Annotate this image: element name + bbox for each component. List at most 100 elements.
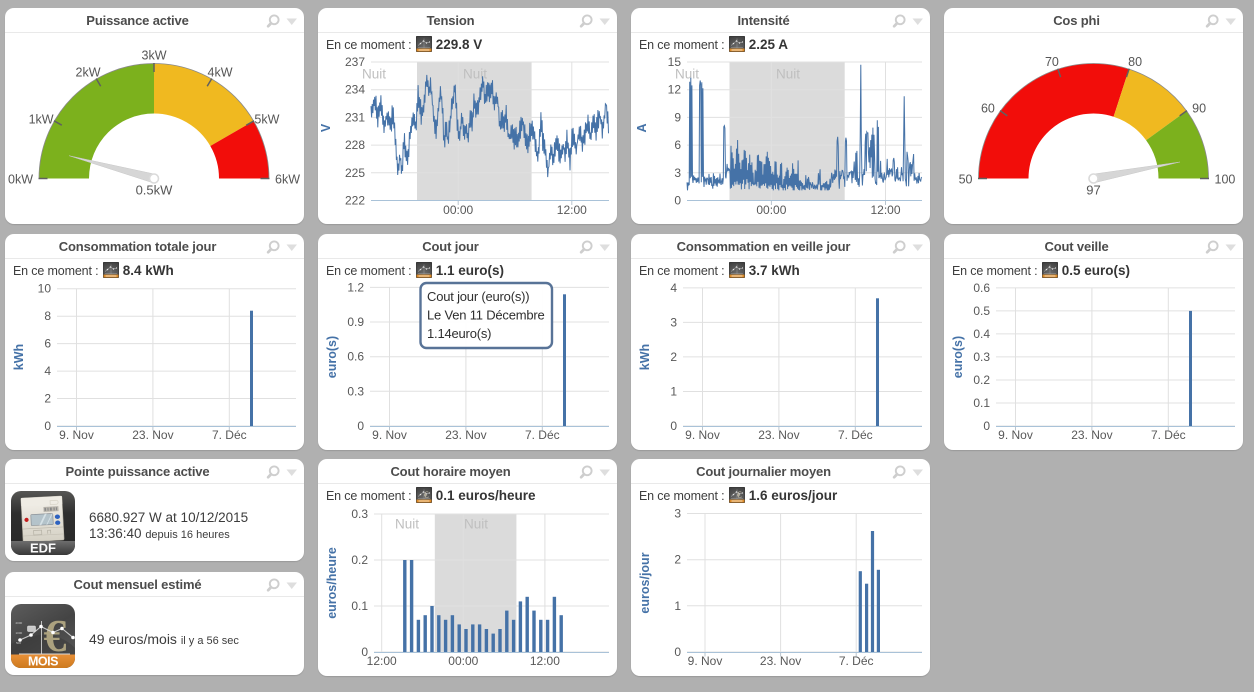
- svg-text:Nuit: Nuit: [463, 66, 487, 81]
- svg-text:1.2: 1.2: [347, 280, 364, 294]
- svg-text:0: 0: [674, 193, 681, 207]
- svg-text:6kW: 6kW: [275, 172, 300, 186]
- svg-text:0kW: 0kW: [8, 172, 33, 186]
- svg-text:4: 4: [44, 364, 51, 378]
- svg-text:228: 228: [345, 138, 365, 152]
- svg-text:90: 90: [1192, 101, 1206, 115]
- svg-text:4: 4: [670, 280, 677, 294]
- svg-text:9: 9: [674, 110, 681, 124]
- svg-text:222: 222: [345, 193, 365, 207]
- svg-text:6: 6: [674, 138, 681, 152]
- svg-text:97: 97: [1086, 182, 1100, 197]
- svg-text:0.5kW: 0.5kW: [136, 182, 174, 197]
- svg-text:100: 100: [1215, 172, 1236, 186]
- svg-text:234: 234: [345, 82, 365, 96]
- svg-text:2: 2: [674, 553, 681, 567]
- svg-text:1kW: 1kW: [29, 112, 54, 126]
- svg-text:2: 2: [670, 349, 677, 363]
- svg-text:3kW: 3kW: [142, 48, 167, 62]
- svg-text:7. Déc: 7. Déc: [525, 428, 560, 442]
- svg-text:0.4: 0.4: [973, 326, 990, 340]
- svg-text:1: 1: [674, 599, 681, 613]
- svg-text:0.5: 0.5: [973, 303, 990, 317]
- svg-text:60: 60: [981, 101, 995, 115]
- svg-text:00:00: 00:00: [448, 654, 478, 668]
- svg-text:10: 10: [38, 281, 52, 295]
- svg-text:A: A: [635, 123, 649, 132]
- svg-text:9. Nov: 9. Nov: [688, 654, 723, 668]
- svg-text:12: 12: [668, 82, 682, 96]
- svg-text:237: 237: [345, 55, 365, 69]
- svg-text:0: 0: [670, 419, 677, 433]
- svg-text:0: 0: [983, 419, 990, 433]
- svg-text:euro(s): euro(s): [325, 335, 339, 377]
- svg-text:0: 0: [361, 645, 368, 659]
- svg-text:0.3: 0.3: [973, 349, 990, 363]
- svg-text:2000: 2000: [16, 621, 23, 625]
- svg-text:0.3: 0.3: [347, 384, 364, 398]
- svg-text:225: 225: [345, 165, 365, 179]
- svg-text:Cout jour (euro(s)): Cout jour (euro(s)): [427, 289, 529, 304]
- svg-text:Le Ven 11 Décembre: Le Ven 11 Décembre: [427, 307, 545, 322]
- svg-text:9. Nov: 9. Nov: [59, 428, 94, 442]
- svg-text:5kW: 5kW: [254, 112, 279, 126]
- svg-text:0: 0: [357, 419, 364, 433]
- svg-text:9. Nov: 9. Nov: [998, 428, 1033, 442]
- svg-text:0.9: 0.9: [347, 315, 364, 329]
- svg-text:500: 500: [16, 641, 21, 645]
- svg-text:Nuit: Nuit: [395, 517, 419, 532]
- svg-text:0: 0: [44, 419, 51, 433]
- svg-text:3: 3: [674, 507, 681, 521]
- svg-text:euros/jour: euros/jour: [638, 553, 652, 614]
- svg-text:kWh: kWh: [12, 343, 26, 369]
- svg-text:€: €: [424, 490, 429, 500]
- svg-text:00:00: 00:00: [756, 203, 786, 217]
- svg-text:23. Nov: 23. Nov: [132, 428, 173, 442]
- svg-text:7. Déc: 7. Déc: [212, 428, 247, 442]
- svg-text:80: 80: [1128, 54, 1142, 68]
- svg-text:9. Nov: 9. Nov: [685, 428, 720, 442]
- svg-text:4kW: 4kW: [208, 65, 233, 79]
- svg-text:70: 70: [1045, 54, 1059, 68]
- svg-text:0.1: 0.1: [973, 396, 990, 410]
- svg-text:23. Nov: 23. Nov: [758, 428, 799, 442]
- svg-text:50: 50: [959, 172, 973, 186]
- svg-text:Nuit: Nuit: [464, 517, 488, 532]
- svg-text:12:00: 12:00: [367, 654, 397, 668]
- svg-text:Nuit: Nuit: [675, 66, 699, 81]
- svg-text:0.6: 0.6: [973, 280, 990, 294]
- svg-text:EDF: EDF: [30, 541, 56, 556]
- svg-text:12:00: 12:00: [557, 203, 587, 217]
- svg-text:8: 8: [44, 309, 51, 323]
- svg-text:€: €: [44, 610, 67, 661]
- svg-text:15: 15: [668, 55, 682, 69]
- svg-text:7. Déc: 7. Déc: [838, 428, 873, 442]
- svg-text:23. Nov: 23. Nov: [1071, 428, 1112, 442]
- svg-text:V: V: [319, 123, 333, 132]
- svg-text:0.2: 0.2: [351, 553, 368, 567]
- svg-text:1000: 1000: [16, 631, 23, 635]
- svg-text:6: 6: [44, 336, 51, 350]
- svg-text:3: 3: [670, 315, 677, 329]
- svg-text:Nuit: Nuit: [362, 66, 386, 81]
- svg-text:9. Nov: 9. Nov: [372, 428, 407, 442]
- svg-text:00:00: 00:00: [443, 203, 473, 217]
- svg-text:euro(s): euro(s): [951, 335, 965, 377]
- svg-text:1.14euro(s): 1.14euro(s): [427, 326, 491, 341]
- svg-text:€: €: [737, 490, 742, 500]
- svg-text:2: 2: [44, 391, 51, 405]
- svg-text:kWh: kWh: [638, 343, 652, 369]
- svg-text:12:00: 12:00: [870, 203, 900, 217]
- svg-text:7. Déc: 7. Déc: [1151, 428, 1186, 442]
- svg-text:1: 1: [670, 384, 677, 398]
- svg-text:23. Nov: 23. Nov: [445, 428, 486, 442]
- svg-text:Nuit: Nuit: [776, 66, 800, 81]
- svg-text:0: 0: [674, 645, 681, 659]
- svg-text:12:00: 12:00: [530, 654, 560, 668]
- svg-text:2kW: 2kW: [76, 65, 101, 79]
- svg-text:23. Nov: 23. Nov: [760, 654, 801, 668]
- svg-text:7. Déc: 7. Déc: [839, 654, 874, 668]
- svg-text:0.6: 0.6: [347, 349, 364, 363]
- svg-text:0.2: 0.2: [973, 373, 990, 387]
- svg-text:0.1: 0.1: [351, 599, 368, 613]
